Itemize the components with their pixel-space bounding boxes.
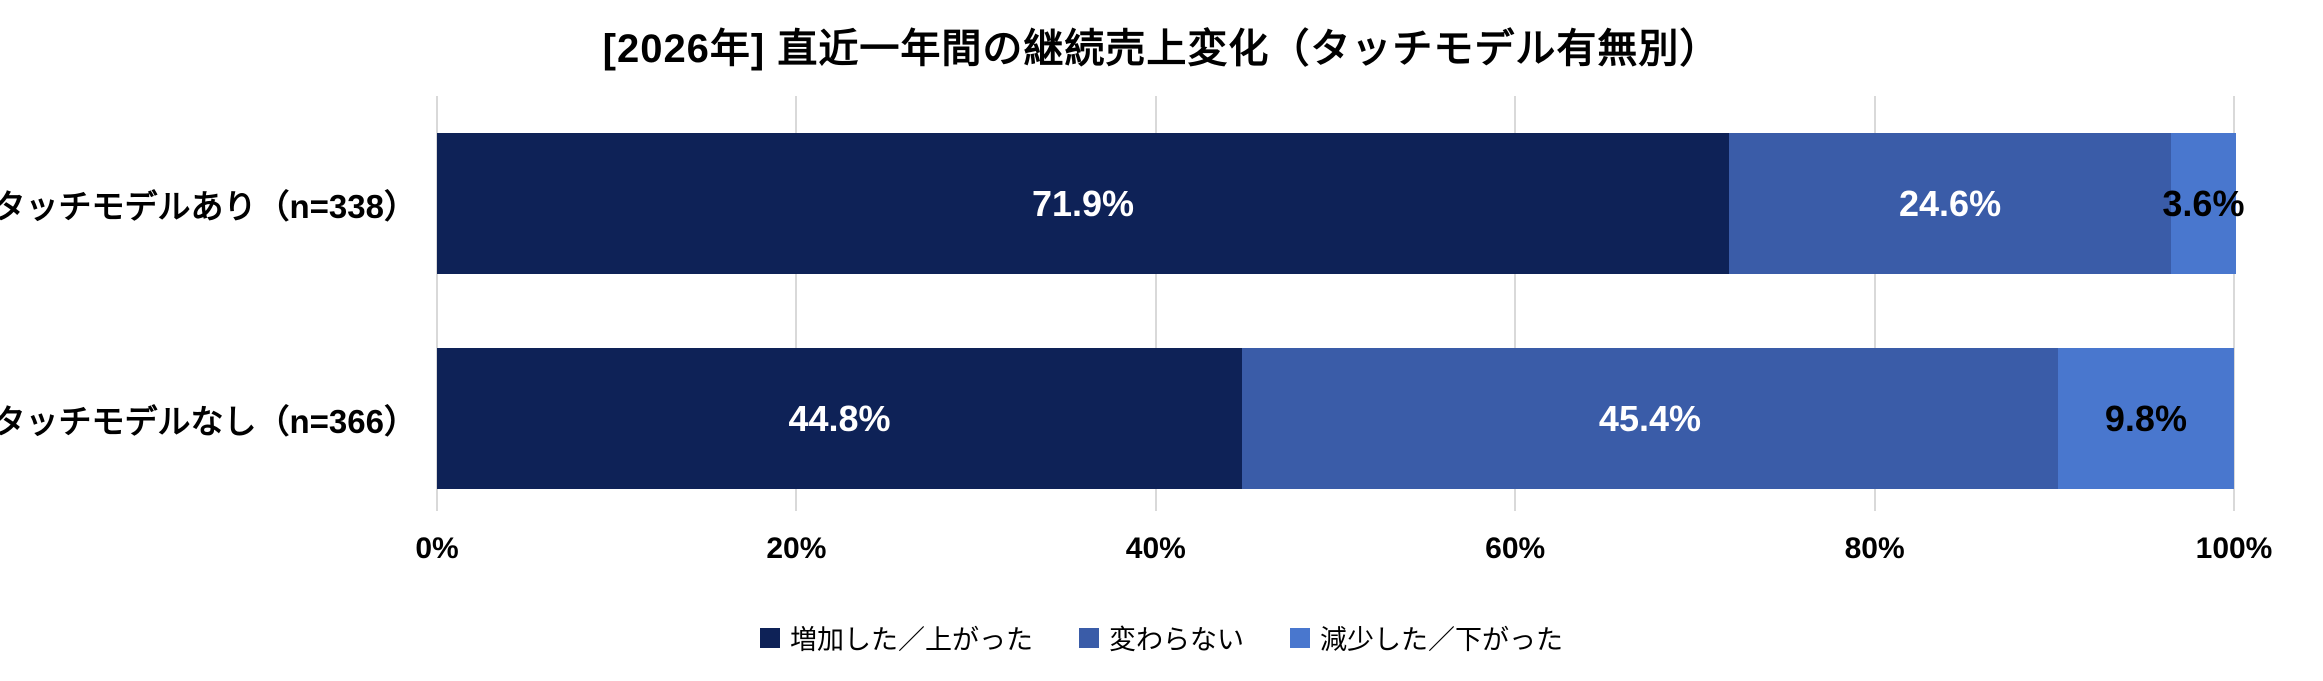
data-label: 3.6%	[2162, 182, 2245, 224]
x-tick-label: 40%	[1125, 532, 1186, 565]
legend-item: 増加した／上がった	[760, 618, 1033, 657]
plot-area: タッチモデルあり（n=338） 71.9% 24.6% 3.6% タッチモデルなし（n=…	[0, 96, 2244, 511]
gridline	[1154, 96, 1157, 511]
legend-swatch-icon	[1290, 627, 1310, 648]
data-label: 45.4%	[1598, 397, 1701, 439]
gridline	[2233, 96, 2235, 511]
bar-row: タッチモデルあり（n=338） 71.9% 24.6% 3.6%	[0, 133, 2244, 274]
category-label: タッチモデルなし（n=366）	[0, 402, 417, 440]
x-tick-label: 100%	[2195, 532, 2273, 565]
legend-label: 減少した／下がった	[1320, 625, 1563, 655]
data-label: 9.8%	[2104, 397, 2187, 439]
x-tick-label: 0%	[415, 532, 459, 565]
data-label: 44.8%	[788, 397, 891, 439]
bar-row: タッチモデルなし（n=366） 44.8% 45.4% 9.8%	[0, 348, 2234, 489]
legend-swatch-icon	[1079, 627, 1099, 648]
legend-swatch-icon	[760, 627, 780, 648]
legend-label: 増加した／上がった	[790, 625, 1033, 655]
x-axis: 0% 20% 40% 60% 80% 100%	[415, 532, 2272, 572]
legend-label: 変わらない	[1109, 625, 1244, 655]
x-tick-label: 20%	[766, 532, 827, 565]
gridline	[1873, 96, 1876, 511]
data-label: 71.9%	[1031, 182, 1135, 224]
category-label: タッチモデルあり（n=338）	[0, 187, 417, 225]
bar-segment: 9.8%	[2057, 348, 2234, 489]
bar-segment: 3.6%	[2162, 133, 2244, 274]
gridline	[1514, 96, 1517, 511]
chart-title: [2026年] 直近一年間の継続売上変化（タッチモデル有無別）	[602, 27, 1721, 71]
bar-segment: 45.4%	[1242, 348, 2058, 489]
gridline	[436, 96, 438, 511]
bar-segment: 71.9%	[437, 133, 1730, 274]
legend: 増加した／上がった 変わらない 減少した／下がった	[0, 618, 2323, 657]
legend-item: 減少した／下がった	[1290, 618, 1563, 657]
bar-segment: 44.8%	[437, 348, 1243, 489]
legend-item: 変わらない	[1079, 618, 1244, 657]
x-tick-label: 80%	[1844, 532, 1905, 565]
x-tick-label: 60%	[1485, 532, 1546, 565]
gridline	[795, 96, 798, 511]
bar-segment: 24.6%	[1729, 133, 2172, 274]
data-label: 24.6%	[1899, 182, 2002, 224]
